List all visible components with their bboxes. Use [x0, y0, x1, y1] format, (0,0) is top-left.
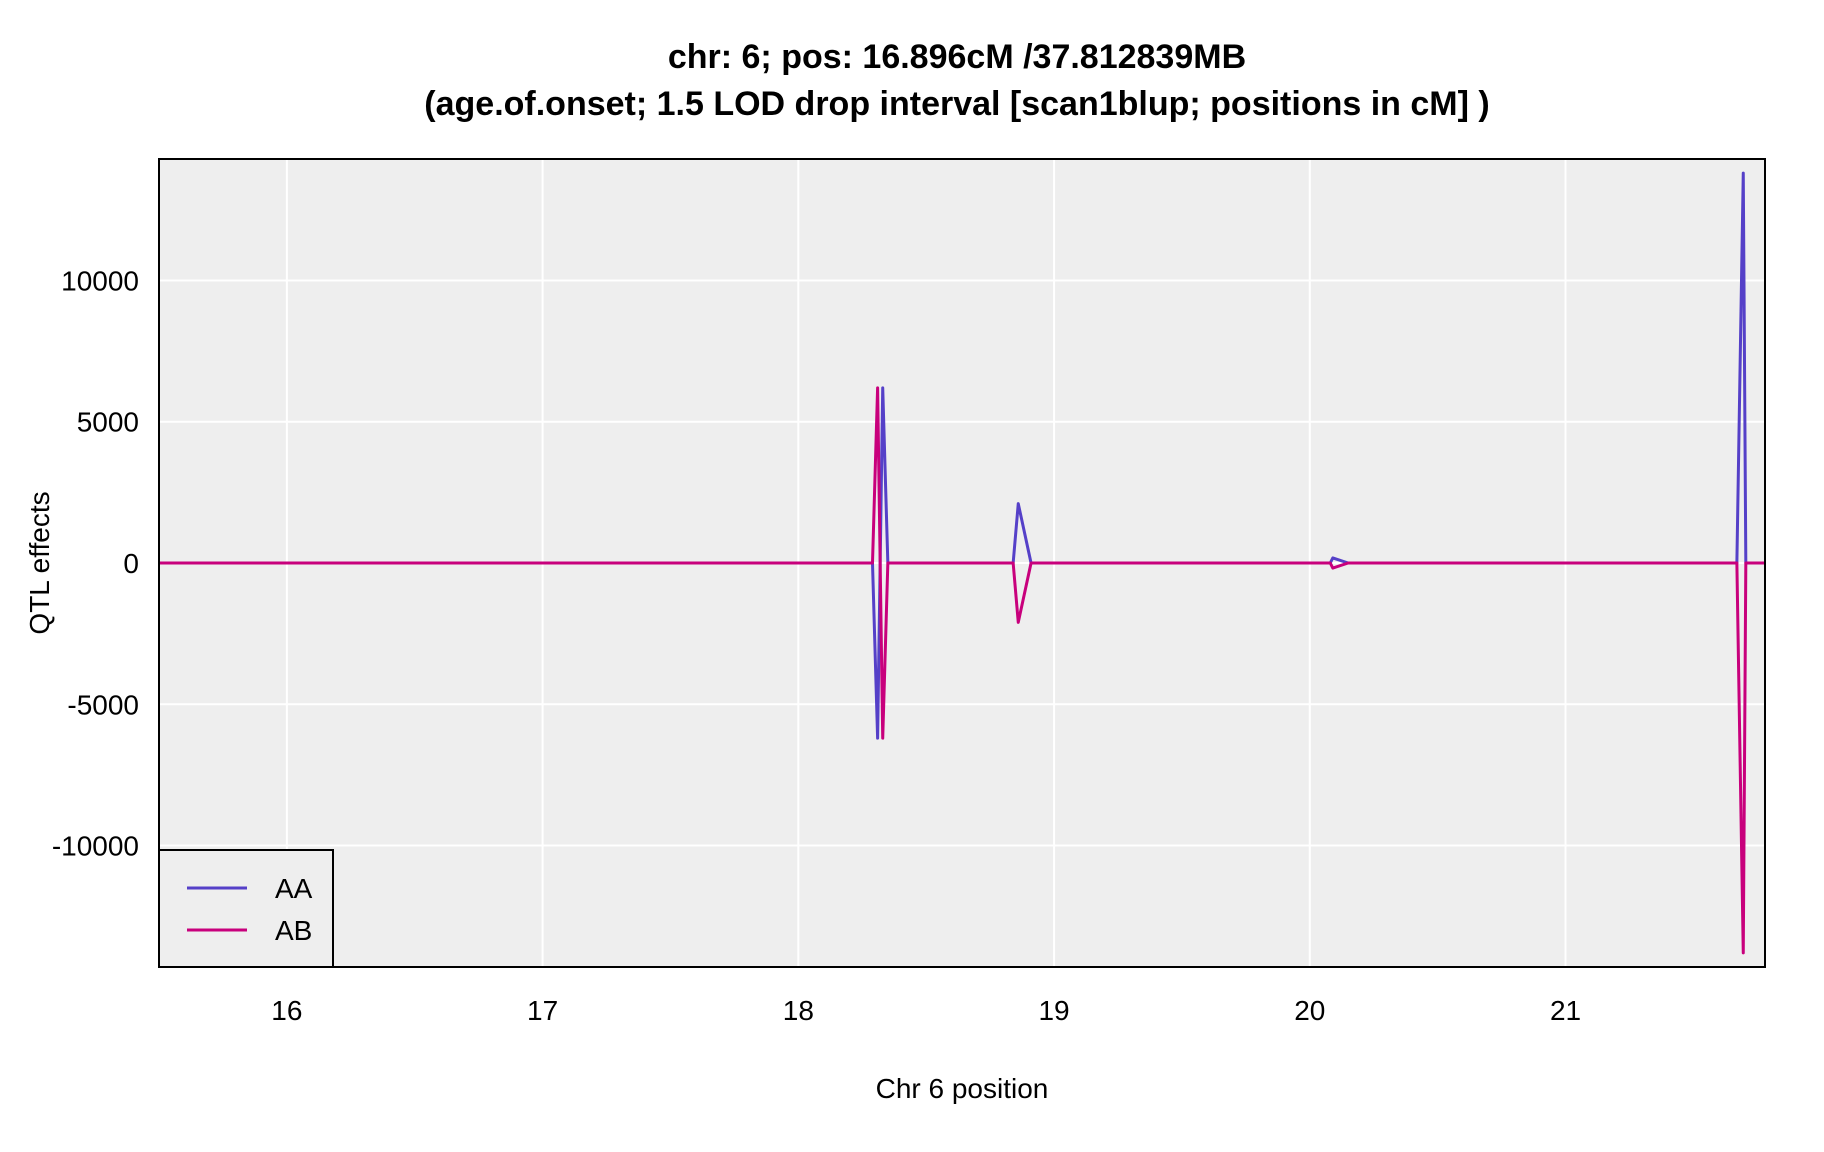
legend: AA AB	[158, 849, 334, 968]
x-tick-label-19: 19	[1038, 995, 1069, 1026]
series-line-ab	[159, 386, 1765, 955]
legend-box	[158, 849, 334, 968]
x-tick-label-16: 16	[271, 995, 302, 1026]
plot-frame	[158, 158, 1766, 968]
x-axis-ticks: 16 17 18 19 20 21	[271, 995, 1581, 1026]
y-axis-ticks: -10000 -5000 0 5000 10000	[52, 265, 139, 861]
y-tick-label-5000: 5000	[77, 407, 139, 438]
y-tick-label--10000: -10000	[52, 831, 139, 862]
y-axis-title: QTL effects	[24, 491, 55, 634]
chart-title: chr: 6; pos: 16.896cM /37.812839MB	[668, 38, 1246, 76]
y-tick-label--5000: -5000	[67, 689, 139, 720]
x-tick-label-21: 21	[1550, 995, 1581, 1026]
y-tick-label-0: 0	[123, 548, 139, 579]
chart-subtitle: (age.of.onset; 1.5 LOD drop interval [sc…	[424, 85, 1489, 123]
legend-label-ab: AB	[275, 915, 312, 946]
y-tick-label-10000: 10000	[61, 265, 139, 296]
x-tick-label-20: 20	[1294, 995, 1325, 1026]
x-tick-label-18: 18	[783, 995, 814, 1026]
x-axis-title: Chr 6 position	[876, 1073, 1049, 1104]
legend-label-aa: AA	[275, 873, 313, 904]
series-lines	[159, 171, 1765, 955]
x-tick-label-17: 17	[527, 995, 558, 1026]
